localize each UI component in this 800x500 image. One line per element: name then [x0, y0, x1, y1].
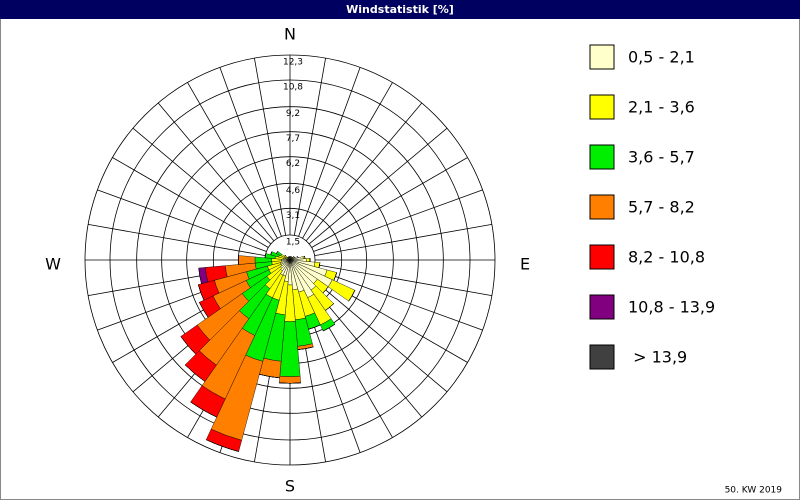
sector [308, 324, 321, 330]
sector [198, 284, 205, 301]
sector [348, 290, 356, 302]
r-tick-label: 4,6 [286, 186, 301, 196]
compass-label: W [45, 255, 61, 274]
sector [306, 258, 311, 262]
legend-swatch [589, 144, 615, 170]
legend-label: > 13,9 [628, 348, 687, 367]
spoke [313, 268, 483, 331]
r-tick-label: 7,7 [286, 134, 300, 144]
spoke [254, 58, 287, 236]
sector [279, 376, 301, 384]
spoke [302, 82, 393, 239]
spoke [298, 67, 361, 237]
spoke [112, 157, 269, 248]
sector [199, 302, 209, 318]
sector [264, 253, 267, 258]
footer: 50. KW 2019 [725, 486, 783, 496]
r-tick-label: 12,3 [283, 58, 303, 68]
spoke [187, 82, 278, 239]
spoke [88, 224, 266, 257]
r-tick-label: 3,1 [286, 211, 300, 221]
legend-label: 0,5 - 2,1 [628, 48, 695, 67]
spoke [293, 58, 326, 236]
spoke [132, 127, 272, 245]
compass-label: S [285, 477, 295, 496]
spoke [97, 189, 267, 252]
sector [180, 336, 196, 355]
r-tick-label: 10,8 [283, 83, 303, 93]
sector [184, 364, 206, 382]
sector [325, 303, 334, 311]
legend-swatch [589, 294, 615, 320]
legend-label: 3,6 - 5,7 [628, 148, 695, 167]
spoke [308, 275, 448, 393]
sector [238, 255, 256, 265]
legend-swatch [589, 194, 615, 220]
spoke [314, 224, 492, 257]
spoke [157, 102, 275, 242]
title-bar [0, 0, 800, 19]
spoke [314, 263, 492, 296]
legend-label: 10,8 - 13,9 [628, 298, 715, 317]
sector [322, 286, 329, 294]
legend-swatch [589, 244, 615, 270]
spoke [308, 127, 448, 245]
spoke [313, 189, 483, 252]
spoke [305, 102, 423, 242]
compass-label: N [284, 25, 296, 44]
compass-label: E [520, 255, 530, 274]
spoke [311, 157, 468, 248]
r-tick-label: 1,5 [286, 238, 300, 248]
legend-label: 2,1 - 3,6 [628, 98, 695, 117]
spoke [219, 67, 282, 237]
sector [206, 439, 239, 452]
legend-label: 8,2 - 10,8 [628, 248, 705, 267]
r-tick-label: 9,2 [286, 109, 300, 119]
legend-swatch [589, 344, 615, 370]
r-tick-label: 6,2 [286, 159, 300, 169]
legend-swatch [589, 44, 615, 70]
sector [270, 251, 273, 255]
legend-label: 5,7 - 8,2 [628, 198, 695, 217]
legend-swatch [589, 94, 615, 120]
chart-title: Windstatistik [%] [346, 3, 454, 16]
